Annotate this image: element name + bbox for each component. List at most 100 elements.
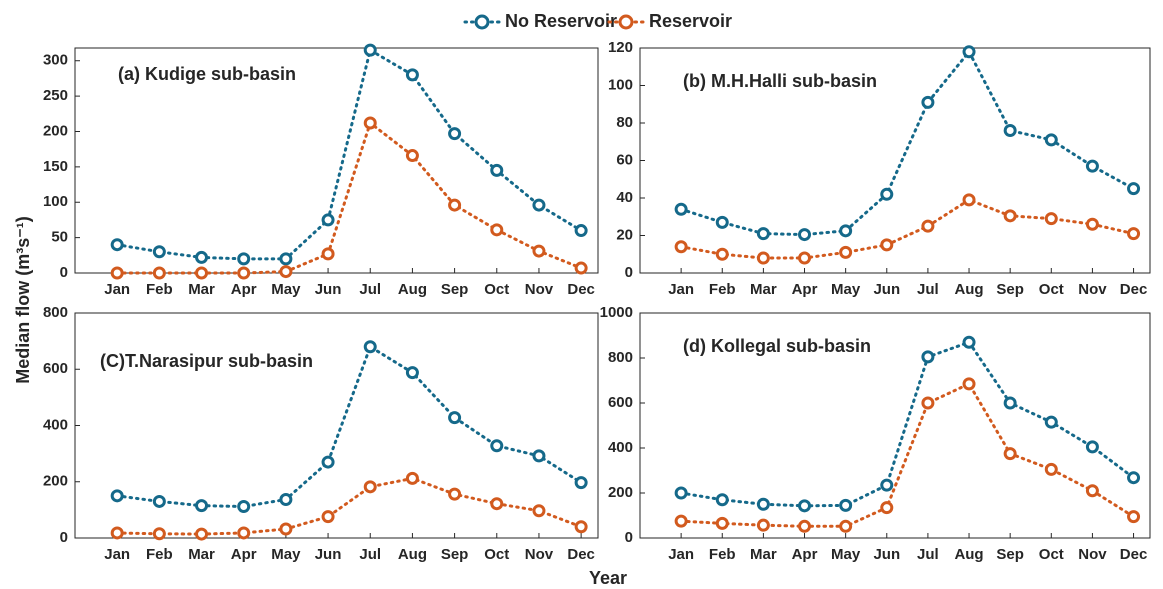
- x-tick-label: Sep: [996, 281, 1024, 298]
- x-tick-label: Aug: [398, 281, 427, 298]
- y-tick-label: 200: [608, 484, 633, 501]
- marker: [674, 486, 688, 500]
- y-tick-label: 800: [43, 304, 68, 321]
- x-tick-label: Feb: [146, 546, 173, 563]
- x-tick-label: Jun: [315, 546, 342, 563]
- marker: [279, 252, 293, 266]
- x-tick-label: Jan: [104, 546, 130, 563]
- marker: [574, 520, 588, 534]
- x-tick-label: Sep: [441, 281, 469, 298]
- marker: [532, 198, 546, 212]
- x-tick-label: Oct: [1039, 546, 1064, 563]
- series-line: [679, 198, 1136, 260]
- marker: [490, 497, 504, 511]
- marker: [279, 522, 293, 536]
- y-tick-label: 400: [43, 416, 68, 433]
- x-tick-label: Jan: [668, 546, 694, 563]
- marker: [195, 499, 209, 513]
- marker: [756, 251, 770, 265]
- marker: [237, 500, 251, 513]
- x-tick-label: Apr: [231, 281, 257, 298]
- marker: [490, 163, 504, 177]
- marker: [798, 251, 812, 265]
- y-tick-label: 0: [60, 529, 68, 546]
- plot-area: [639, 312, 1151, 539]
- y-tick-label: 600: [43, 360, 68, 377]
- marker: [321, 213, 335, 227]
- x-tick-label: Mar: [750, 546, 777, 563]
- marker: [1085, 159, 1099, 173]
- y-tick-label: 0: [60, 264, 68, 281]
- marker: [839, 498, 853, 512]
- y-tick-label: 20: [616, 226, 633, 243]
- marker: [152, 527, 166, 541]
- x-tick-label: Jun: [873, 281, 900, 298]
- marker: [448, 487, 462, 501]
- marker: [321, 510, 335, 524]
- marker: [921, 219, 935, 233]
- marker: [1044, 133, 1058, 147]
- marker: [962, 45, 976, 59]
- marker: [880, 187, 894, 201]
- y-tick-label: 0: [625, 529, 633, 546]
- x-axis-label: Year: [589, 568, 627, 588]
- marker: [962, 377, 976, 391]
- marker: [195, 527, 209, 541]
- y-tick-label: 120: [608, 39, 633, 56]
- marker: [152, 266, 166, 280]
- x-tick-label: May: [271, 281, 301, 298]
- series-line: [115, 344, 583, 509]
- x-tick-label: Dec: [567, 546, 595, 563]
- x-tick-label: Jul: [917, 281, 939, 298]
- marker: [405, 68, 419, 82]
- marker: [962, 335, 976, 349]
- marker: [798, 519, 812, 533]
- y-tick-label: 100: [43, 193, 68, 210]
- y-tick-label: 0: [625, 264, 633, 281]
- marker: [152, 494, 166, 508]
- x-tick-label: Jun: [315, 281, 342, 298]
- marker: [921, 350, 935, 364]
- marker: [1003, 447, 1017, 461]
- marker: [532, 244, 546, 258]
- x-tick-label: Aug: [954, 546, 983, 563]
- marker: [532, 504, 546, 518]
- marker: [110, 489, 124, 503]
- marker: [715, 247, 729, 261]
- marker: [363, 340, 377, 354]
- x-tick-label: Apr: [792, 546, 818, 563]
- x-tick-label: Jul: [917, 546, 939, 563]
- x-tick-label: Feb: [709, 546, 736, 563]
- x-tick-label: May: [831, 546, 861, 563]
- y-tick-label: 250: [43, 87, 68, 104]
- series-line: [679, 49, 1136, 237]
- marker: [674, 240, 688, 254]
- marker: [1044, 212, 1058, 226]
- x-tick-label: Aug: [398, 546, 427, 563]
- marker: [839, 519, 853, 533]
- legend-marker: [618, 14, 634, 30]
- series-line: [115, 47, 583, 261]
- x-tick-label: Mar: [188, 546, 215, 563]
- x-tick-label: Nov: [1078, 546, 1107, 563]
- marker: [321, 455, 335, 469]
- x-tick-label: Apr: [231, 546, 257, 563]
- marker: [1085, 217, 1099, 231]
- marker: [363, 116, 377, 130]
- series-line: [115, 476, 583, 536]
- plot-area: [74, 47, 599, 274]
- x-tick-label: Sep: [996, 546, 1024, 563]
- series-line: [115, 120, 583, 275]
- x-tick-label: Nov: [525, 546, 554, 563]
- marker: [195, 266, 209, 280]
- series-line: [679, 340, 1136, 508]
- marker: [1085, 440, 1099, 454]
- panel-title: (d) Kollegal sub-basin: [683, 336, 871, 356]
- y-tick-label: 300: [43, 52, 68, 69]
- marker: [532, 449, 546, 463]
- x-tick-label: Mar: [750, 281, 777, 298]
- marker: [1127, 471, 1141, 485]
- marker: [110, 266, 124, 280]
- y-tick-label: 200: [43, 122, 68, 139]
- marker: [1003, 124, 1017, 137]
